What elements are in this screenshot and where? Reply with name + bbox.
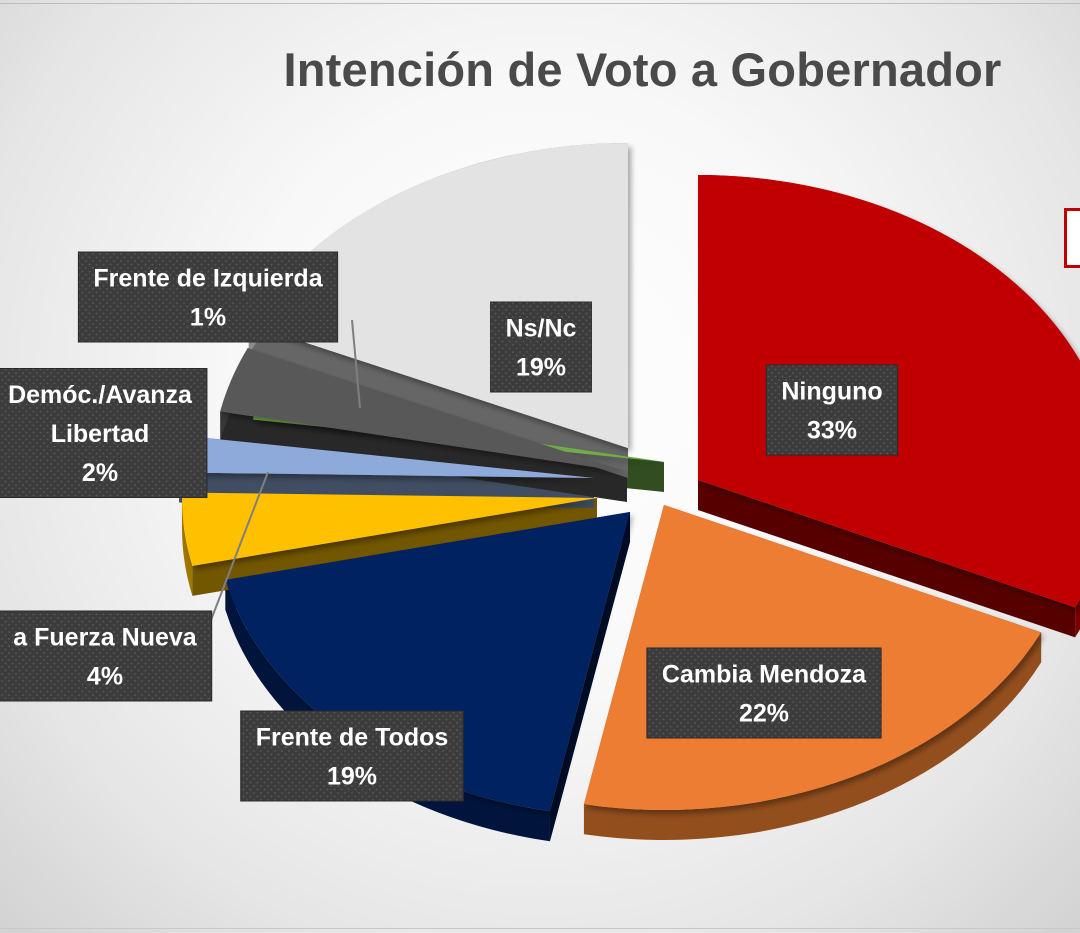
data-label-name: Ninguno xyxy=(781,377,882,405)
top-border xyxy=(0,3,1080,4)
pie-slice-6 xyxy=(220,348,627,472)
data-label-name: Frente de Todos xyxy=(256,723,449,751)
data-label-box xyxy=(646,647,882,739)
slice-rim-1 xyxy=(583,632,1042,840)
data-label-name: Demóc./Avanza xyxy=(8,381,193,409)
data-label-value: 4% xyxy=(87,662,123,690)
chart-title: Intención de Voto a Gobernador xyxy=(283,43,1002,96)
slice-rim-3 xyxy=(182,492,193,596)
pie-slice-3 xyxy=(182,492,597,566)
data-label-3: a Fuerza Nueva 4% xyxy=(0,610,213,702)
data-label-box xyxy=(765,364,899,456)
data-label-value: 33% xyxy=(807,416,857,444)
data-label-value: 19% xyxy=(327,762,377,790)
data-label-0: Ninguno 33% xyxy=(765,364,899,456)
leader-line-5 xyxy=(351,319,361,409)
data-label-name: a Fuerza Nueva xyxy=(13,623,198,651)
data-label-5: Frente de Izquierda 1% xyxy=(77,251,339,343)
data-label-value: 1% xyxy=(190,303,226,331)
slice-wall-0 xyxy=(698,175,1076,638)
data-label-value: 2% xyxy=(82,459,118,487)
data-label-box xyxy=(0,610,213,702)
data-label-box xyxy=(0,368,208,498)
data-label-box xyxy=(77,251,339,343)
leader-line-3 xyxy=(205,471,269,634)
bottom-border xyxy=(0,928,1080,929)
data-label-value: 19% xyxy=(516,353,566,381)
data-label-box xyxy=(240,710,464,802)
data-label-name: Frente de Izquierda xyxy=(93,264,323,292)
pie-slice-4 xyxy=(179,435,594,478)
corner-frame-mark xyxy=(1064,208,1080,268)
data-label-value: 22% xyxy=(739,699,789,727)
data-label-1: Cambia Mendoza 22% xyxy=(646,647,882,739)
data-label-name: Libertad xyxy=(51,420,150,448)
data-label-name: Cambia Mendoza xyxy=(662,660,867,688)
data-label-7: Ns/Nc 19% xyxy=(490,301,592,393)
pie-slice-2 xyxy=(225,512,631,812)
data-label-box xyxy=(490,301,592,393)
data-label-4: Demóc./Avanza Libertad 2% xyxy=(0,368,208,498)
data-label-name: Ns/Nc xyxy=(506,314,577,342)
data-label-2: Frente de Todos 19% xyxy=(240,710,464,802)
